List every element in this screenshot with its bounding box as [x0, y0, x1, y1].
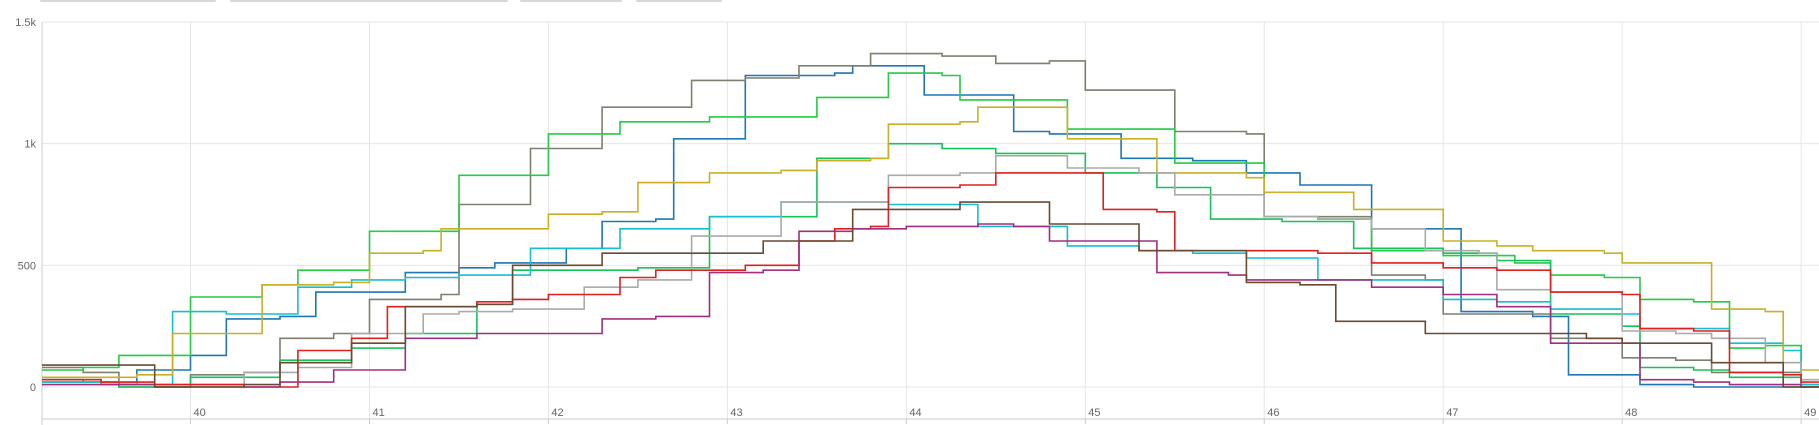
- tab[interactable]: [230, 0, 508, 2]
- x-tick-label: 45: [1088, 407, 1100, 419]
- tab-strip: [0, 0, 1819, 8]
- chart-axes: [41, 21, 1819, 425]
- y-tick-label: 500: [18, 260, 36, 272]
- series-line-6[interactable]: [42, 106, 1819, 379]
- x-tick-label: 41: [372, 407, 384, 419]
- x-tick-label: 44: [909, 407, 921, 419]
- x-tick-label: 43: [730, 407, 742, 419]
- x-tick-label: 40: [194, 407, 206, 419]
- tab[interactable]: [40, 0, 216, 2]
- tab[interactable]: [520, 0, 622, 2]
- tick-labels: 0 500 1k 1.5k 40 41 42 43 44 45 46 47 48 49: [15, 17, 1816, 424]
- series-layer: [42, 52, 1819, 388]
- y-tick-label: 0: [30, 382, 36, 394]
- series-line-3[interactable]: [42, 72, 1819, 388]
- x-tick-label: 42: [551, 407, 563, 419]
- y-tick-label: 1.5k: [15, 17, 36, 29]
- x-tick-label: 46: [1267, 407, 1279, 419]
- series-line-2[interactable]: [42, 52, 1819, 388]
- x-tick-label: 48: [1625, 407, 1637, 419]
- series-line-1[interactable]: [42, 65, 1819, 388]
- series-line-8[interactable]: [42, 172, 1819, 388]
- tab[interactable]: [636, 0, 722, 2]
- x-tick-label: 49: [1804, 407, 1816, 419]
- x-tick-label: 47: [1446, 407, 1458, 419]
- series-line-10[interactable]: [42, 201, 1819, 388]
- y-tick-label: 1k: [24, 139, 36, 151]
- series-line-5[interactable]: [42, 201, 1819, 386]
